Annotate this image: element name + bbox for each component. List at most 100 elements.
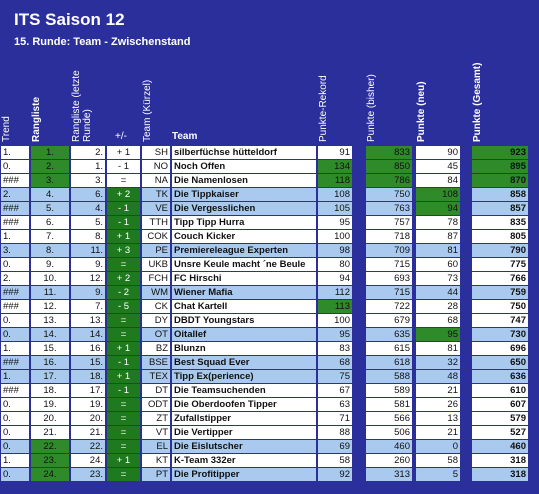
cell: Zufallstipper [172,412,316,425]
cell: 81 [416,244,460,257]
cell: BSE [142,356,170,369]
cell: 589 [366,384,412,397]
cell: 11. [71,244,105,257]
cell: = [107,412,140,425]
cell: - 1 [107,160,140,173]
cell: 73 [416,272,460,285]
cell: TK [142,188,170,201]
cell: 95 [318,328,352,341]
cell: 6. [71,188,105,201]
cell: 693 [366,272,412,285]
cell: 48 [416,370,460,383]
cell: 5 [416,468,460,481]
cell: 63 [318,398,352,411]
cell: 615 [366,342,412,355]
column-header: Punkte (bisher) [366,74,377,142]
cell: 11. [31,286,69,299]
cell: PT [142,468,170,481]
cell: = [107,398,140,411]
cell: 100 [318,314,352,327]
cell: = [107,440,140,453]
cell: Die Profitipper [172,468,316,481]
cell: 67 [318,384,352,397]
cell: 715 [366,258,412,271]
cell: 763 [366,202,412,215]
cell: 0. [1,258,29,271]
cell: 895 [472,160,528,173]
cell: 2. [31,160,69,173]
cell: 1. [1,230,29,243]
cell: 15. [31,342,69,355]
cell: 260 [366,454,412,467]
cell: 2. [71,146,105,159]
cell: 21. [71,426,105,439]
cell: Premiereleague Experten [172,244,316,257]
subtitle: 15. Runde: Team - Zwischenstand [14,36,191,48]
cell: 579 [472,412,528,425]
cell: ODT [142,398,170,411]
cell: 32 [416,356,460,369]
cell: 75 [318,370,352,383]
cell: Die Namenlosen [172,174,316,187]
cell: 730 [472,328,528,341]
cell: WM [142,286,170,299]
cell: 4. [31,188,69,201]
cell: silberfüchse hütteldorf [172,146,316,159]
cell: + 1 [107,370,140,383]
cell: ### [1,384,29,397]
cell: + 1 [107,146,140,159]
cell: 4. [71,202,105,215]
cell: = [107,328,140,341]
cell: 0. [1,468,29,481]
cell: 833 [366,146,412,159]
cell: - 1 [107,356,140,369]
cell: 134 [318,160,352,173]
cell: KT [142,454,170,467]
cell: 100 [318,230,352,243]
cell: 8. [31,244,69,257]
cell: VE [142,202,170,215]
cell: ### [1,202,29,215]
cell: 3. [31,174,69,187]
cell: ZT [142,412,170,425]
cell: DT [142,384,170,397]
cell: 0. [1,328,29,341]
cell: Oitallef [172,328,316,341]
cell: 635 [366,328,412,341]
cell: Die Vergesslichen [172,202,316,215]
cell: 83 [318,342,352,355]
cell: 108 [318,188,352,201]
cell: 78 [416,216,460,229]
cell: 98 [318,244,352,257]
column-header: Rangliste (letzte Runde) [71,70,93,142]
cell: 750 [366,188,412,201]
cell: + 1 [107,230,140,243]
cell: 14. [71,328,105,341]
cell: 18. [71,370,105,383]
cell: 9. [71,258,105,271]
cell: 92 [318,468,352,481]
cell: Die Eislutscher [172,440,316,453]
cell: TEX [142,370,170,383]
cell: NA [142,174,170,187]
cell: 71 [318,412,352,425]
cell: 1. [31,146,69,159]
cell: 17. [71,384,105,397]
cell: FCH [142,272,170,285]
cell: 790 [472,244,528,257]
cell: Chat Kartell [172,300,316,313]
column-header: Trend [1,116,12,142]
cell: 805 [472,230,528,243]
cell: NO [142,160,170,173]
cell: 81 [416,342,460,355]
cell: ### [1,174,29,187]
cell: 23. [31,454,69,467]
cell: 13 [416,412,460,425]
cell: 709 [366,244,412,257]
cell: 8. [71,230,105,243]
cell: = [107,258,140,271]
cell: K-Team 332er [172,454,316,467]
cell: 679 [366,314,412,327]
column-header: Punkte (neu) [416,81,427,142]
